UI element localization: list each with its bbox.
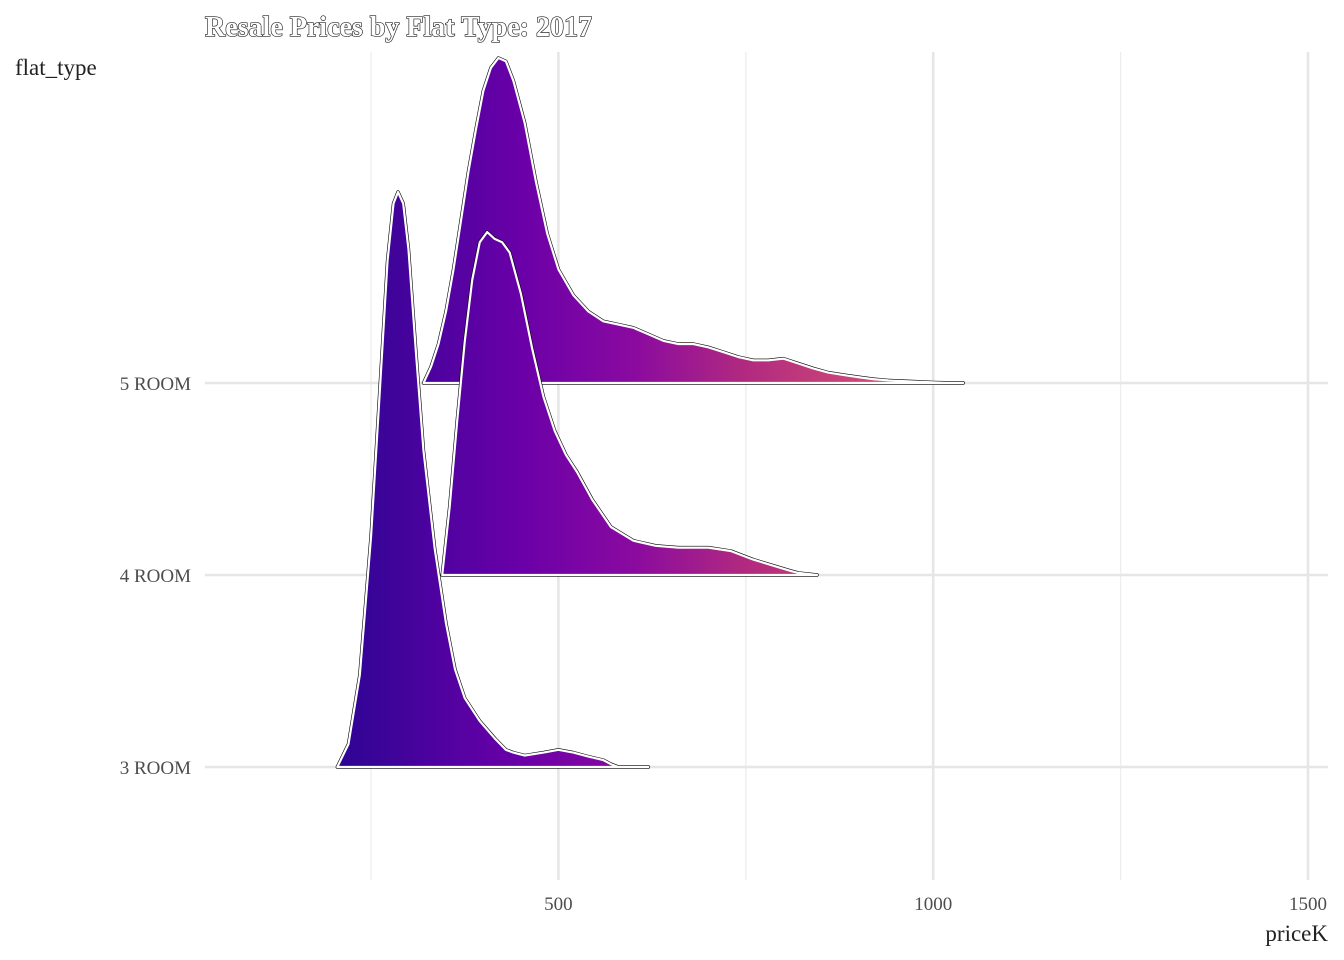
ridge-area — [336, 190, 650, 769]
ridge-area — [441, 230, 819, 577]
y-tick-label: 5 ROOM — [120, 374, 191, 395]
ridge-area — [422, 56, 965, 385]
x-tick-label: 500 — [544, 894, 573, 915]
y-tick-label: 3 ROOM — [120, 758, 191, 779]
x-axis-tick-labels: 500 1000 1500 — [544, 894, 1327, 915]
density-ridges — [335, 56, 965, 769]
x-axis-title: priceK — [1265, 921, 1328, 946]
y-axis-title: flat_type — [15, 55, 97, 80]
chart-title: Resale Prices by Flat Type: 2017 — [205, 12, 592, 43]
ridge-3-room — [335, 190, 651, 769]
x-tick-label: 1500 — [1289, 894, 1327, 915]
y-axis-tick-labels: 3 ROOM 4 ROOM 5 ROOM — [120, 374, 191, 779]
x-tick-label: 1000 — [914, 894, 952, 915]
y-tick-label: 4 ROOM — [120, 566, 191, 587]
ridge-5-room — [421, 56, 965, 385]
ridge-4-room — [440, 230, 819, 577]
